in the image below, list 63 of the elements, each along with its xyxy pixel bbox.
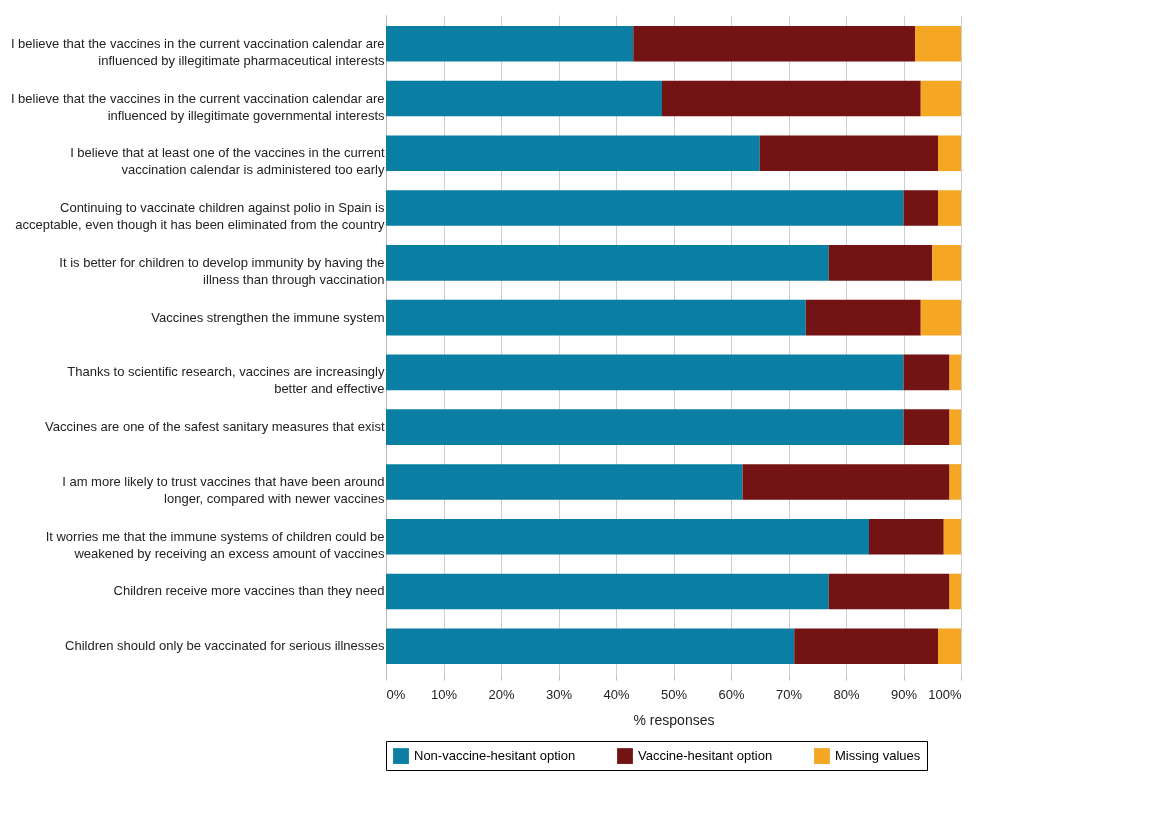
x-tick-label: 30% bbox=[545, 686, 573, 702]
x-tick-label: 90% bbox=[890, 686, 918, 702]
bar bbox=[386, 518, 869, 555]
bar bbox=[949, 573, 961, 610]
bar bbox=[938, 628, 961, 665]
bar bbox=[794, 628, 938, 665]
bar bbox=[869, 518, 944, 555]
bar bbox=[949, 464, 961, 500]
bar bbox=[386, 135, 760, 172]
x-tick-label: 60% bbox=[718, 686, 745, 702]
y-tick-label: Thanks to scientific research, vaccines are increasingly better and effective bbox=[67, 364, 385, 397]
bar bbox=[386, 25, 634, 62]
bar bbox=[759, 135, 938, 172]
bar bbox=[938, 190, 961, 226]
bar bbox=[742, 464, 950, 500]
y-tick-label: Children receive more vaccines than they need bbox=[113, 583, 385, 599]
bar bbox=[920, 80, 961, 117]
bar bbox=[828, 245, 933, 281]
y-tick-label: It is better for children to develop immunity by having the illness than through vaccination bbox=[59, 254, 385, 287]
bar bbox=[386, 190, 904, 226]
y-tick-label: I believe that at least one of the vaccines in the current vaccination calendar is administered too early bbox=[70, 145, 385, 178]
bar bbox=[386, 628, 795, 665]
x-tick-label: 40% bbox=[603, 686, 630, 702]
y-tick-label: Vaccines strengthen the immune system bbox=[151, 309, 385, 325]
x-tick-label: 80% bbox=[833, 686, 860, 702]
y-tick-label: Children should only be vaccinated for serious illnesses bbox=[65, 638, 385, 654]
bar bbox=[903, 190, 938, 226]
bar bbox=[938, 135, 961, 172]
x-axis-title: % responses bbox=[633, 711, 715, 728]
bar bbox=[386, 573, 829, 610]
bar bbox=[386, 464, 743, 500]
x-tick-label: 0% bbox=[386, 686, 406, 702]
x-tick-label: 10% bbox=[430, 686, 458, 702]
legend-label: Vaccine-hesitant option bbox=[638, 748, 773, 764]
bar bbox=[633, 25, 915, 62]
y-tick-label: Vaccines are one of the safest sanitary measures that exist bbox=[45, 419, 385, 435]
bar bbox=[386, 299, 806, 336]
x-tick-label: 20% bbox=[488, 686, 515, 702]
bar bbox=[949, 354, 961, 391]
x-tick-label: 70% bbox=[775, 686, 803, 702]
legend-label: Missing values bbox=[835, 748, 921, 764]
bar bbox=[386, 80, 662, 117]
y-tick-label: I believe that the vaccines in the current vaccination calendar are influenced by illegitimate governmental interests bbox=[10, 90, 385, 123]
x-tick-label: 50% bbox=[660, 686, 688, 702]
bar bbox=[386, 354, 904, 391]
bar bbox=[932, 245, 961, 281]
y-tick-label: I am more likely to trust vaccines that have been around longer, compared with newer vaccines bbox=[62, 473, 385, 506]
bar bbox=[386, 245, 829, 281]
bar bbox=[903, 409, 950, 445]
x-tick-label: 100% bbox=[928, 686, 962, 702]
bar bbox=[920, 299, 961, 336]
bar bbox=[949, 409, 961, 445]
bar bbox=[943, 518, 961, 555]
legend-label: Non-vaccine-hesitant option bbox=[414, 748, 576, 764]
bar bbox=[915, 25, 961, 62]
bar bbox=[828, 573, 950, 610]
bar bbox=[805, 299, 921, 336]
y-tick-label: Continuing to vaccinate children against polio in Spain is acceptable, even though it has been eliminated from the country bbox=[15, 200, 385, 233]
bar bbox=[386, 409, 904, 445]
bar bbox=[903, 354, 950, 391]
bar bbox=[662, 80, 921, 117]
y-tick-label: I believe that the vaccines in the current vaccination calendar are influenced by illegitimate pharmaceutical interests bbox=[10, 35, 385, 68]
y-tick-label: It worries me that the immune systems of children could be weakened by receiving an excess amount of vaccines bbox=[45, 528, 385, 561]
